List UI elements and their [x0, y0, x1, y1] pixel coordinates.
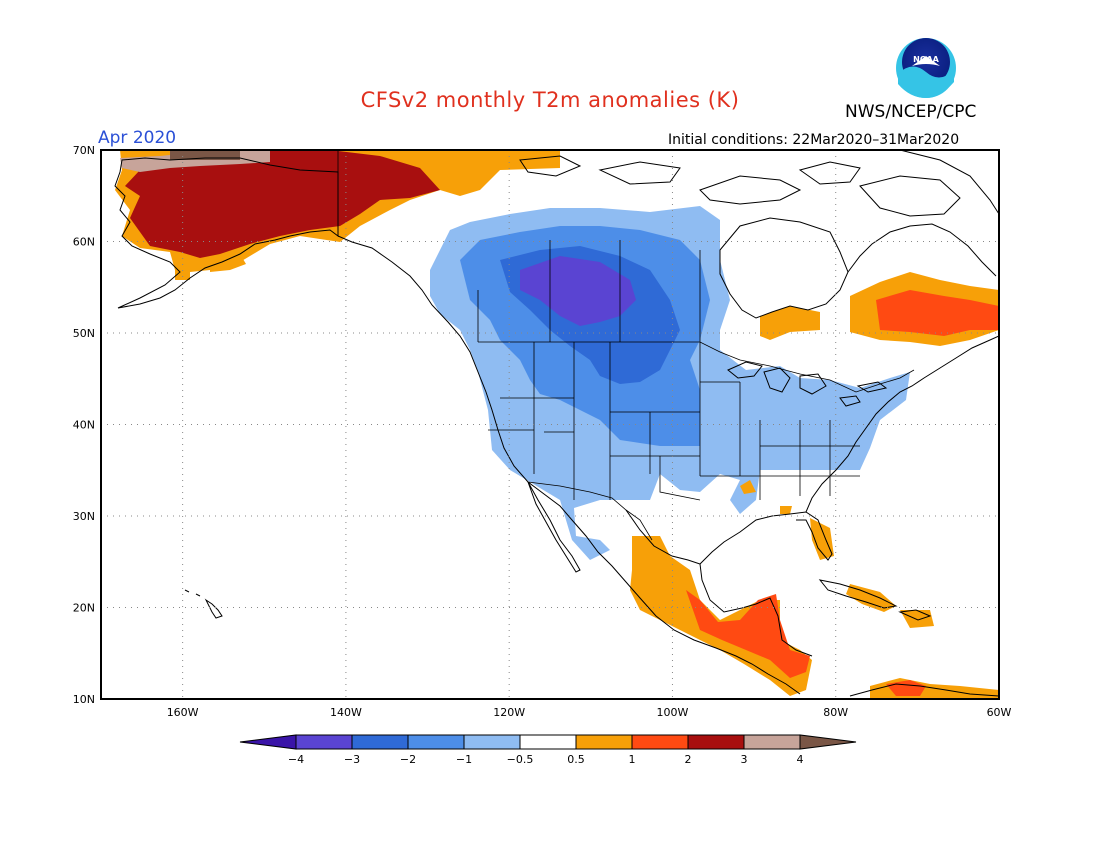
longitude-label: 60W	[987, 706, 1012, 719]
colorbar-label: 0.5	[567, 753, 585, 766]
forecast-month: Apr 2020	[98, 128, 177, 148]
anomaly-region	[810, 518, 834, 560]
anomaly-region	[876, 290, 999, 336]
latitude-label: 60N	[73, 236, 95, 249]
anomaly-region	[900, 610, 934, 628]
latitude-label: 40N	[73, 419, 95, 432]
longitude-label: 120W	[493, 706, 525, 719]
colorbar-box	[519, 734, 577, 750]
agency-label: NWS/NCEP/CPC	[845, 102, 977, 122]
longitude-label: 80W	[823, 706, 848, 719]
anomaly-region	[210, 254, 246, 272]
longitude-label: 100W	[657, 706, 689, 719]
colorbar-label: −3	[344, 753, 360, 766]
anomaly-region	[740, 480, 756, 494]
colorbar-box	[351, 734, 409, 750]
colorbar-label: 1	[629, 753, 636, 766]
colorbar-label: 2	[685, 753, 692, 766]
logo-text: NOAA	[913, 55, 939, 64]
colorbar-box	[407, 734, 465, 750]
chart-title: CFSv2 monthly T2m anomalies (K)	[360, 88, 740, 112]
colorbar-box	[295, 734, 353, 750]
colorbar-label: −1	[456, 753, 472, 766]
anomaly-region	[125, 150, 440, 258]
anomaly-region	[780, 506, 792, 514]
colorbar-label: 4	[797, 753, 804, 766]
colorbar-arrow-low	[239, 734, 297, 750]
colorbar-box	[463, 734, 521, 750]
latitude-label: 30N	[73, 510, 95, 523]
latitude-label: 50N	[73, 327, 95, 340]
borders	[337, 150, 915, 541]
anomaly-region	[520, 256, 636, 326]
anomaly-region	[760, 306, 820, 340]
colorbar-label: −4	[288, 753, 304, 766]
latitude-label: 70N	[73, 144, 95, 157]
latitude-labels: 70N 60N 50N 40N 30N 20N 10N	[73, 144, 95, 706]
map-frame	[100, 149, 1000, 700]
longitude-label: 140W	[330, 706, 362, 719]
colorbar-arrow-high	[799, 734, 857, 750]
latitude-label: 20N	[73, 602, 95, 615]
colorbar-box	[687, 734, 745, 750]
colorbar-box	[631, 734, 689, 750]
noaa-logo: NOAA	[896, 38, 956, 98]
latitude-label: 10N	[73, 693, 95, 706]
colorbar: −4 −3 −2 −1 −0.5 0.5 1 2 3 4	[239, 734, 857, 766]
colorbar-box	[575, 734, 633, 750]
longitude-labels: 160W 140W 120W 100W 80W 60W	[167, 706, 1012, 719]
colorbar-label: 3	[741, 753, 748, 766]
colorbar-box	[743, 734, 801, 750]
colorbar-label: −2	[400, 753, 416, 766]
anomaly-region	[686, 590, 810, 678]
initial-conditions: Initial conditions: 22Mar2020–31Mar2020	[668, 132, 960, 148]
coastlines	[114, 150, 999, 697]
anomaly-region	[846, 584, 896, 612]
colorbar-label: −0.5	[507, 753, 534, 766]
longitude-label: 160W	[167, 706, 199, 719]
